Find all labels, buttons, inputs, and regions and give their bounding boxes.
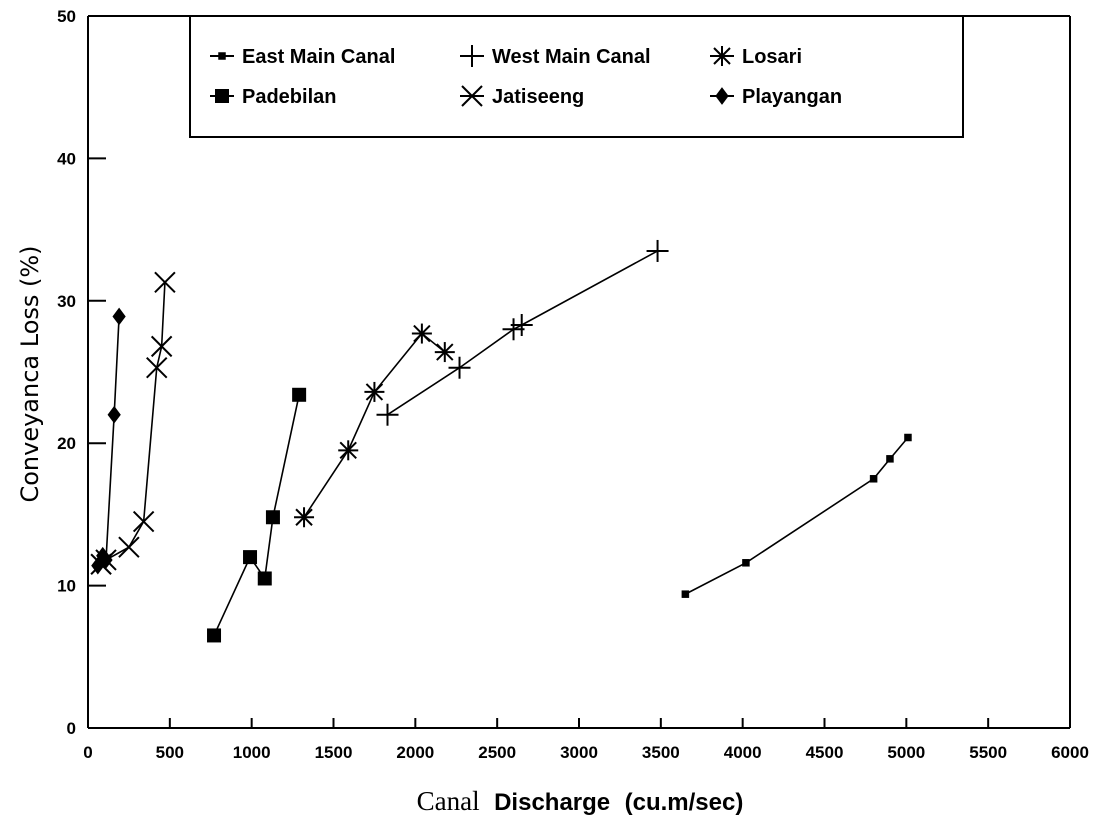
data-point-east-main-canal [886,455,894,463]
x-tick-label: 0 [83,743,92,762]
data-point-playangan [107,405,121,424]
legend-label: Padebilan [242,86,336,108]
x-axis-label-part3: (cu.m/sec) [625,789,744,816]
series-line-losari [303,332,446,518]
x-tick-label: 3500 [642,743,680,762]
series-east-main-canal [681,433,912,598]
legend-item-west-main-canal: West Main Canal [460,45,651,68]
data-point-padebilan [207,628,222,643]
x-axis-label-part1: Canal [417,786,480,816]
data-point-padebilan [243,550,258,565]
data-point-east-main-canal [681,590,690,598]
x-tick-label: 1000 [233,743,271,762]
data-point-losari [294,507,315,528]
y-axis-ticks: 0 10 20 30 40 50 [57,7,106,738]
legend-item-east-main-canal: East Main Canal [210,46,395,68]
data-point-padebilan [265,510,280,525]
x-tick-label: 3000 [560,743,598,762]
data-point-playangan [99,551,113,569]
x-tick-label: 4000 [724,743,762,762]
series-west-main-canal [376,239,669,426]
data-point-jatiseeng [132,510,155,533]
data-point-east-main-canal [904,433,912,442]
data-point-losari [364,381,385,402]
y-tick-label: 50 [57,7,76,26]
legend-box [189,15,964,138]
data-point-jatiseeng [146,357,168,379]
data-point-playangan [112,307,126,326]
legend-label: Losari [742,46,802,68]
legend-item-jatiseeng: Jatiseeng [460,85,584,108]
x-tick-label: 6000 [1051,743,1089,762]
data-point-padebilan [292,387,307,402]
x-tick-label: 4500 [806,743,844,762]
y-tick-label: 40 [57,149,76,168]
y-tick-label: 30 [57,292,76,311]
y-tick-label: 10 [57,577,76,596]
legend-marker-east-main-canal [218,52,226,60]
series-line-padebilan [213,394,300,636]
legend-item-playangan: Playangan [710,86,842,108]
x-tick-label: 500 [156,743,184,762]
x-tick-label: 2000 [396,743,434,762]
data-point-padebilan [257,571,272,586]
x-axis-ticks: 0 500 1000 1500 2000 2500 3000 3500 4000 4500 5000… [83,718,1089,762]
data-point-losari [434,342,455,363]
data-point-west-main-canal [376,403,399,426]
series-line-east-main-canal [685,436,909,595]
x-axis-label: Canal Discharge (cu.m/sec) [417,786,744,816]
y-tick-label: 0 [67,719,76,738]
data-point-jatiseeng [150,335,173,358]
legend-marker-jatiseeng [461,85,483,107]
legend-label: West Main Canal [492,46,651,68]
data-point-losari [411,323,432,344]
data-point-east-main-canal [869,475,878,483]
x-tick-label: 1500 [315,743,353,762]
legend-label: Playangan [742,86,842,108]
data-point-west-main-canal [510,314,533,337]
series-jatiseeng [90,271,176,575]
series-losari [294,323,455,528]
data-point-east-main-canal [742,559,750,567]
legend: East Main Canal West Main Canal Losari Pade… [189,15,964,138]
x-tick-label: 2500 [478,743,516,762]
series-playangan [91,307,126,575]
data-point-losari [338,440,359,461]
legend-marker-losari [712,46,732,66]
series-line-jatiseeng [100,282,166,565]
legend-marker-padebilan [215,89,229,103]
data-point-west-main-canal [448,356,471,379]
x-tick-label: 5500 [969,743,1007,762]
legend-marker-west-main-canal [461,45,483,67]
y-axis-label: Conveyanca Loss (%) [16,245,44,502]
legend-label: Jatiseeng [492,86,584,108]
legend-marker-playangan [715,87,729,105]
data-point-jatiseeng [118,536,140,558]
legend-item-padebilan: Padebilan [210,86,336,108]
series-layer [90,239,912,643]
legend-label: East Main Canal [242,46,395,68]
data-point-jatiseeng [154,271,176,293]
series-padebilan [207,387,307,643]
data-point-west-main-canal [646,239,669,262]
legend-item-losari: Losari [710,46,802,68]
x-tick-label: 5000 [887,743,925,762]
x-axis-label-part2: Discharge [494,789,610,816]
y-tick-label: 20 [57,434,76,453]
series-line-playangan [97,316,120,567]
